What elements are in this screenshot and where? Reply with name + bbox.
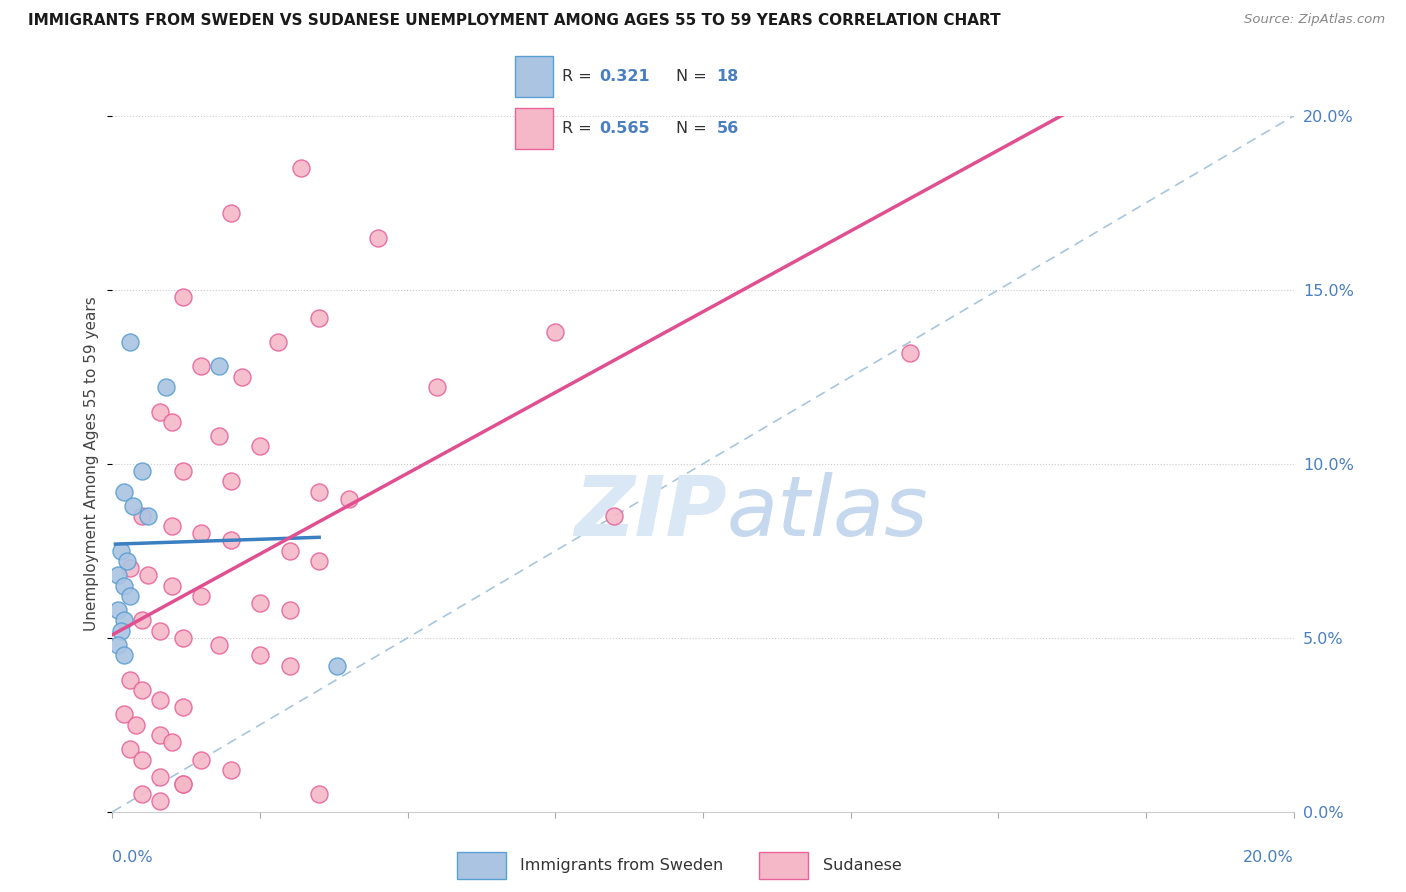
Point bbox=[190, 753, 212, 767]
Point bbox=[160, 415, 183, 429]
Point bbox=[149, 770, 172, 784]
Point bbox=[278, 603, 301, 617]
Point bbox=[249, 596, 271, 610]
Text: atlas: atlas bbox=[727, 472, 928, 553]
Point bbox=[120, 334, 142, 349]
Point bbox=[190, 359, 212, 374]
Point bbox=[125, 717, 148, 731]
Text: Sudanese: Sudanese bbox=[823, 858, 901, 872]
Text: 0.0%: 0.0% bbox=[112, 850, 153, 865]
Point bbox=[149, 624, 172, 638]
Point bbox=[160, 578, 183, 592]
Point bbox=[112, 578, 135, 592]
Point bbox=[208, 359, 231, 374]
Bar bbox=[516, 109, 553, 149]
Point bbox=[112, 648, 135, 662]
Point bbox=[290, 161, 312, 175]
Point bbox=[190, 589, 212, 603]
Point bbox=[267, 334, 290, 349]
Point bbox=[337, 491, 360, 506]
Point bbox=[278, 543, 301, 558]
Text: 18: 18 bbox=[717, 69, 738, 84]
Text: 56: 56 bbox=[717, 121, 738, 136]
Point bbox=[107, 638, 129, 652]
Text: R =: R = bbox=[562, 69, 596, 84]
Bar bbox=[516, 56, 553, 97]
Point bbox=[367, 230, 389, 244]
Point bbox=[219, 206, 242, 220]
Point bbox=[219, 763, 242, 777]
Point bbox=[131, 614, 153, 628]
Point bbox=[131, 753, 153, 767]
Point bbox=[160, 735, 183, 749]
Point bbox=[149, 693, 172, 707]
Point bbox=[149, 728, 172, 742]
Point bbox=[107, 568, 129, 582]
Point bbox=[278, 658, 301, 673]
Point bbox=[131, 464, 153, 478]
Text: 20.0%: 20.0% bbox=[1243, 850, 1294, 865]
Point bbox=[122, 499, 145, 513]
Point bbox=[208, 638, 231, 652]
Point bbox=[136, 568, 159, 582]
Point bbox=[249, 439, 271, 453]
Point bbox=[544, 325, 567, 339]
Text: 0.321: 0.321 bbox=[599, 69, 650, 84]
Point bbox=[898, 345, 921, 359]
Point bbox=[107, 603, 129, 617]
Point bbox=[172, 464, 194, 478]
Point bbox=[308, 788, 330, 801]
Point bbox=[308, 310, 330, 325]
Point bbox=[190, 526, 212, 541]
Bar bbox=[457, 852, 506, 879]
Text: R =: R = bbox=[562, 121, 596, 136]
Text: ZIP: ZIP bbox=[574, 472, 727, 553]
Point bbox=[308, 484, 330, 499]
Point bbox=[120, 742, 142, 756]
Point bbox=[155, 380, 177, 394]
Text: Immigrants from Sweden: Immigrants from Sweden bbox=[520, 858, 724, 872]
Point bbox=[131, 788, 153, 801]
Text: N =: N = bbox=[676, 121, 713, 136]
Point bbox=[326, 658, 349, 673]
Bar bbox=[759, 852, 808, 879]
Point bbox=[249, 648, 271, 662]
Point bbox=[112, 707, 135, 722]
Point bbox=[172, 777, 194, 791]
Point bbox=[131, 683, 153, 698]
Point bbox=[120, 673, 142, 687]
Point bbox=[219, 474, 242, 488]
Point bbox=[172, 631, 194, 645]
Text: IMMIGRANTS FROM SWEDEN VS SUDANESE UNEMPLOYMENT AMONG AGES 55 TO 59 YEARS CORREL: IMMIGRANTS FROM SWEDEN VS SUDANESE UNEMP… bbox=[28, 13, 1001, 29]
Text: 0.565: 0.565 bbox=[599, 121, 650, 136]
Point bbox=[172, 290, 194, 304]
Text: N =: N = bbox=[676, 69, 713, 84]
Point bbox=[160, 519, 183, 533]
Point bbox=[172, 777, 194, 791]
Point bbox=[112, 484, 135, 499]
Point bbox=[208, 429, 231, 443]
Point bbox=[110, 624, 132, 638]
Point bbox=[112, 614, 135, 628]
Point bbox=[149, 794, 172, 808]
Point bbox=[231, 369, 253, 384]
Point bbox=[308, 554, 330, 568]
Text: Source: ZipAtlas.com: Source: ZipAtlas.com bbox=[1244, 13, 1385, 27]
Point bbox=[136, 508, 159, 523]
Point bbox=[117, 554, 138, 568]
Point bbox=[120, 561, 142, 575]
Point bbox=[110, 543, 132, 558]
Point bbox=[219, 533, 242, 548]
Point bbox=[149, 404, 172, 418]
Point bbox=[426, 380, 449, 394]
Point bbox=[172, 700, 194, 714]
Y-axis label: Unemployment Among Ages 55 to 59 years: Unemployment Among Ages 55 to 59 years bbox=[84, 296, 100, 632]
Point bbox=[131, 508, 153, 523]
Point bbox=[120, 589, 142, 603]
Point bbox=[603, 508, 626, 523]
